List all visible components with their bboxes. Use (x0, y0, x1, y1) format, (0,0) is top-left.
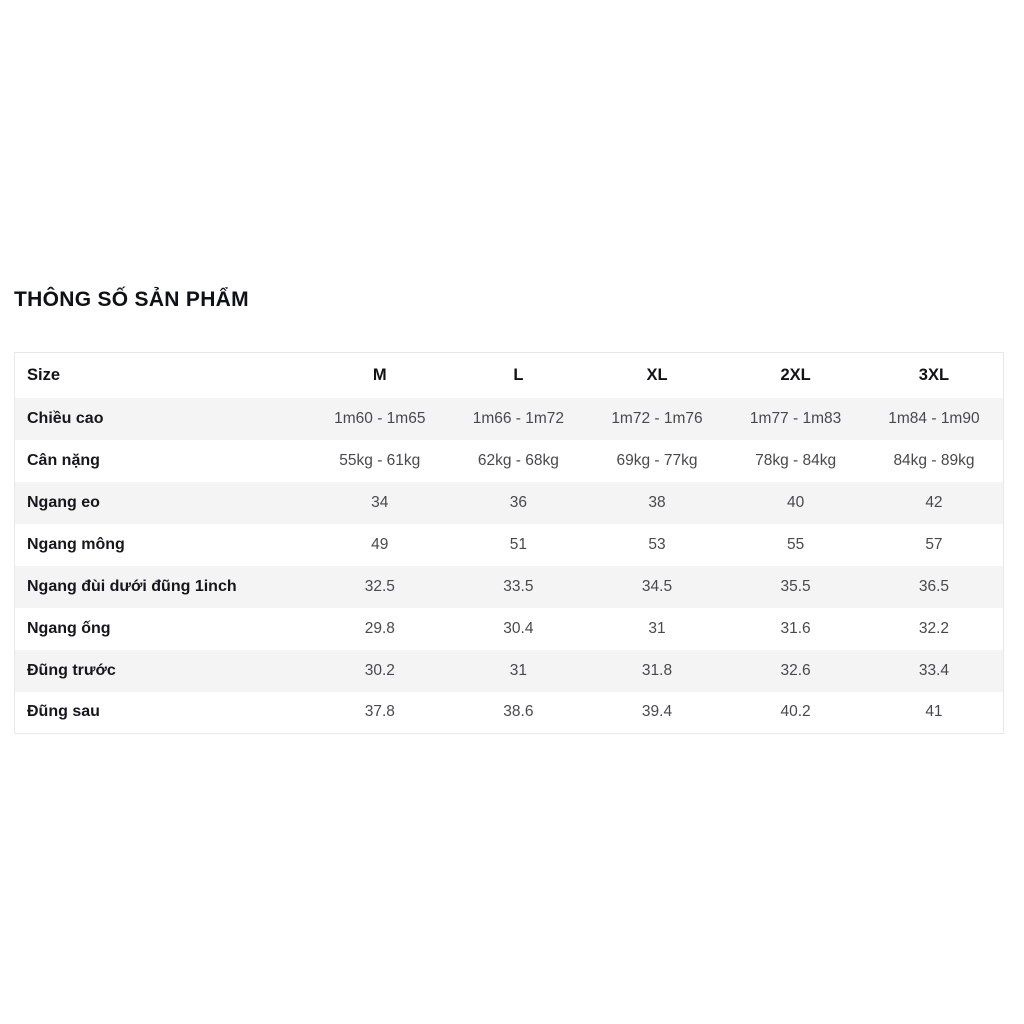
cell: 53 (648, 535, 666, 553)
row-label: Đũng sau (27, 703, 100, 721)
table-row-ngang-eo: Ngang eo 34 36 38 40 42 (14, 481, 1004, 524)
cell: 36.5 (918, 577, 950, 595)
cell: 32.5 (364, 577, 395, 595)
cell: 30.2 (364, 661, 395, 679)
cell: 41 (925, 703, 943, 721)
column-header-size: Size (27, 365, 61, 384)
table-row-chieu-cao: Chiều cao 1m60 - 1m65 1m66 - 1m72 1m72 -… (14, 397, 1004, 440)
cell: 32.2 (918, 619, 950, 637)
row-label: Ngang ống (27, 619, 111, 637)
row-label: Ngang mông (27, 535, 125, 553)
table-row-dung-truoc: Đũng trước 30.2 31 31.8 32.6 33.4 (14, 649, 1004, 692)
table-row-ngang-mong: Ngang mông 49 51 53 55 57 (15, 524, 1004, 566)
column-header-2xl: 2XL (780, 365, 811, 384)
row-label: Đũng trước (27, 661, 116, 679)
cell: 51 (509, 535, 528, 553)
column-header-m: M (372, 365, 387, 384)
cell: 33.5 (503, 577, 534, 595)
cell: 42 (925, 493, 943, 511)
cell: 31.6 (780, 619, 811, 637)
row-label: Ngang eo (27, 493, 100, 511)
cell: 40 (786, 493, 805, 511)
cell: 38 (648, 493, 666, 511)
cell: 31 (509, 661, 528, 679)
row-label: Cân nặng (27, 451, 100, 469)
column-header-xl: XL (646, 365, 668, 384)
cell: 39.4 (641, 703, 673, 721)
cell: 31.8 (641, 661, 673, 679)
column-header-l: L (513, 365, 524, 384)
cell: 1m72 - 1m76 (611, 409, 703, 427)
cell: 1m66 - 1m72 (472, 409, 565, 427)
cell: 31 (648, 619, 666, 637)
cell: 69kg - 77kg (616, 451, 698, 469)
cell: 55kg - 61kg (339, 451, 421, 469)
cell: 1m84 - 1m90 (888, 409, 980, 427)
cell: 32.6 (780, 661, 811, 679)
cell: 33.4 (918, 661, 950, 679)
cell: 40.2 (780, 703, 811, 721)
cell: 55 (786, 535, 805, 553)
cell: 34.5 (641, 577, 673, 595)
size-spec-table: Size M L XL 2XL 3XL Chiều cao 1m60 - 1m6… (14, 352, 1004, 734)
table-header-row: Size M L XL 2XL 3XL (15, 353, 1004, 398)
table-row-dung-sau: Đũng sau 37.8 38.6 39.4 40.2 41 (15, 692, 1004, 734)
table-row-ngang-ong: Ngang ống 29.8 30.4 31 31.6 32.2 (15, 608, 1004, 650)
row-label: Ngang đùi dưới đũng 1inch (27, 577, 237, 595)
cell: 1m77 - 1m83 (749, 409, 842, 427)
cell: 29.8 (364, 619, 395, 637)
cell: 1m60 - 1m65 (334, 409, 426, 427)
cell: 84kg - 89kg (893, 451, 975, 469)
cell: 30.4 (503, 619, 534, 637)
cell: 35.5 (780, 577, 811, 595)
column-header-3xl: 3XL (918, 365, 950, 384)
cell: 34 (371, 493, 389, 511)
cell: 78kg - 84kg (755, 451, 837, 469)
cell: 38.6 (503, 703, 534, 721)
table-row-ngang-dui: Ngang đùi dưới đũng 1inch 32.5 33.5 34.5… (14, 565, 1004, 608)
page-title: THÔNG SỐ SẢN PHẨM (14, 288, 249, 311)
table-row-can-nang: Cân nặng 55kg - 61kg 62kg - 68kg 69kg - … (15, 440, 1004, 482)
cell: 37.8 (364, 703, 395, 721)
cell: 62kg - 68kg (477, 451, 559, 469)
row-label: Chiều cao (27, 409, 104, 427)
cell: 36 (509, 493, 528, 511)
cell: 49 (371, 535, 389, 553)
cell: 57 (925, 535, 943, 553)
